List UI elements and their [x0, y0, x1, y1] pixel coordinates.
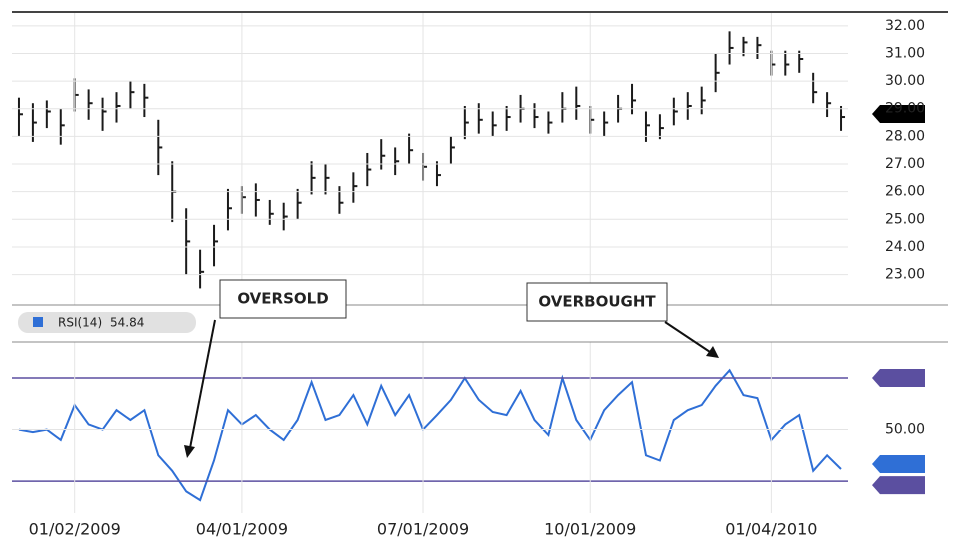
price-bars [17, 31, 846, 289]
annotation-arrow [664, 321, 711, 353]
x-tick-label: 01/02/2009 [29, 520, 121, 539]
annotation-text: OVERBOUGHT [538, 293, 656, 311]
annotation-text: OVERSOLD [237, 290, 328, 308]
annotation: OVERSOLD OVERBOUGHT [184, 279, 719, 458]
y-tick-label: 23.00 [885, 267, 925, 283]
y-tick-label: 24.00 [885, 239, 925, 255]
arrow-head [184, 445, 195, 458]
legend: RSI(14) 54.84 [18, 312, 196, 333]
y-tick-label: 25.00 [885, 211, 925, 227]
legend-box [18, 312, 196, 333]
y-tick-label: 50.00 [885, 422, 925, 438]
x-tick-label: 04/01/2009 [196, 520, 288, 539]
last-price-tag-bg [872, 104, 925, 123]
y-tick-label: 30.00 [885, 73, 925, 89]
annotation-arrow [189, 319, 216, 449]
y-tick-label: 28.00 [885, 128, 925, 144]
y-tick-label: 27.00 [885, 156, 925, 172]
y-tick-label: 29.00 [885, 101, 925, 117]
x-tick-label: 10/01/2009 [544, 520, 636, 539]
y-tick-label: 32.00 [885, 18, 925, 34]
legend-value: 54.84 [110, 316, 144, 330]
arrow-head [706, 346, 719, 358]
level-tag-bg [872, 476, 925, 495]
level-tag-bg [872, 369, 925, 388]
y-tick-label: 26.00 [885, 184, 925, 200]
annotation-box [526, 282, 668, 322]
x-tick-label: 01/04/2010 [725, 520, 817, 539]
annotation-box [219, 279, 347, 319]
last-rsi-tag-bg [872, 454, 925, 473]
legend-label: RSI(14) [58, 316, 102, 330]
x-tick-label: 07/01/2009 [377, 520, 469, 539]
legend-swatch [33, 317, 43, 327]
y-tick-label: 31.00 [885, 45, 925, 61]
rsi-line [18, 368, 842, 502]
